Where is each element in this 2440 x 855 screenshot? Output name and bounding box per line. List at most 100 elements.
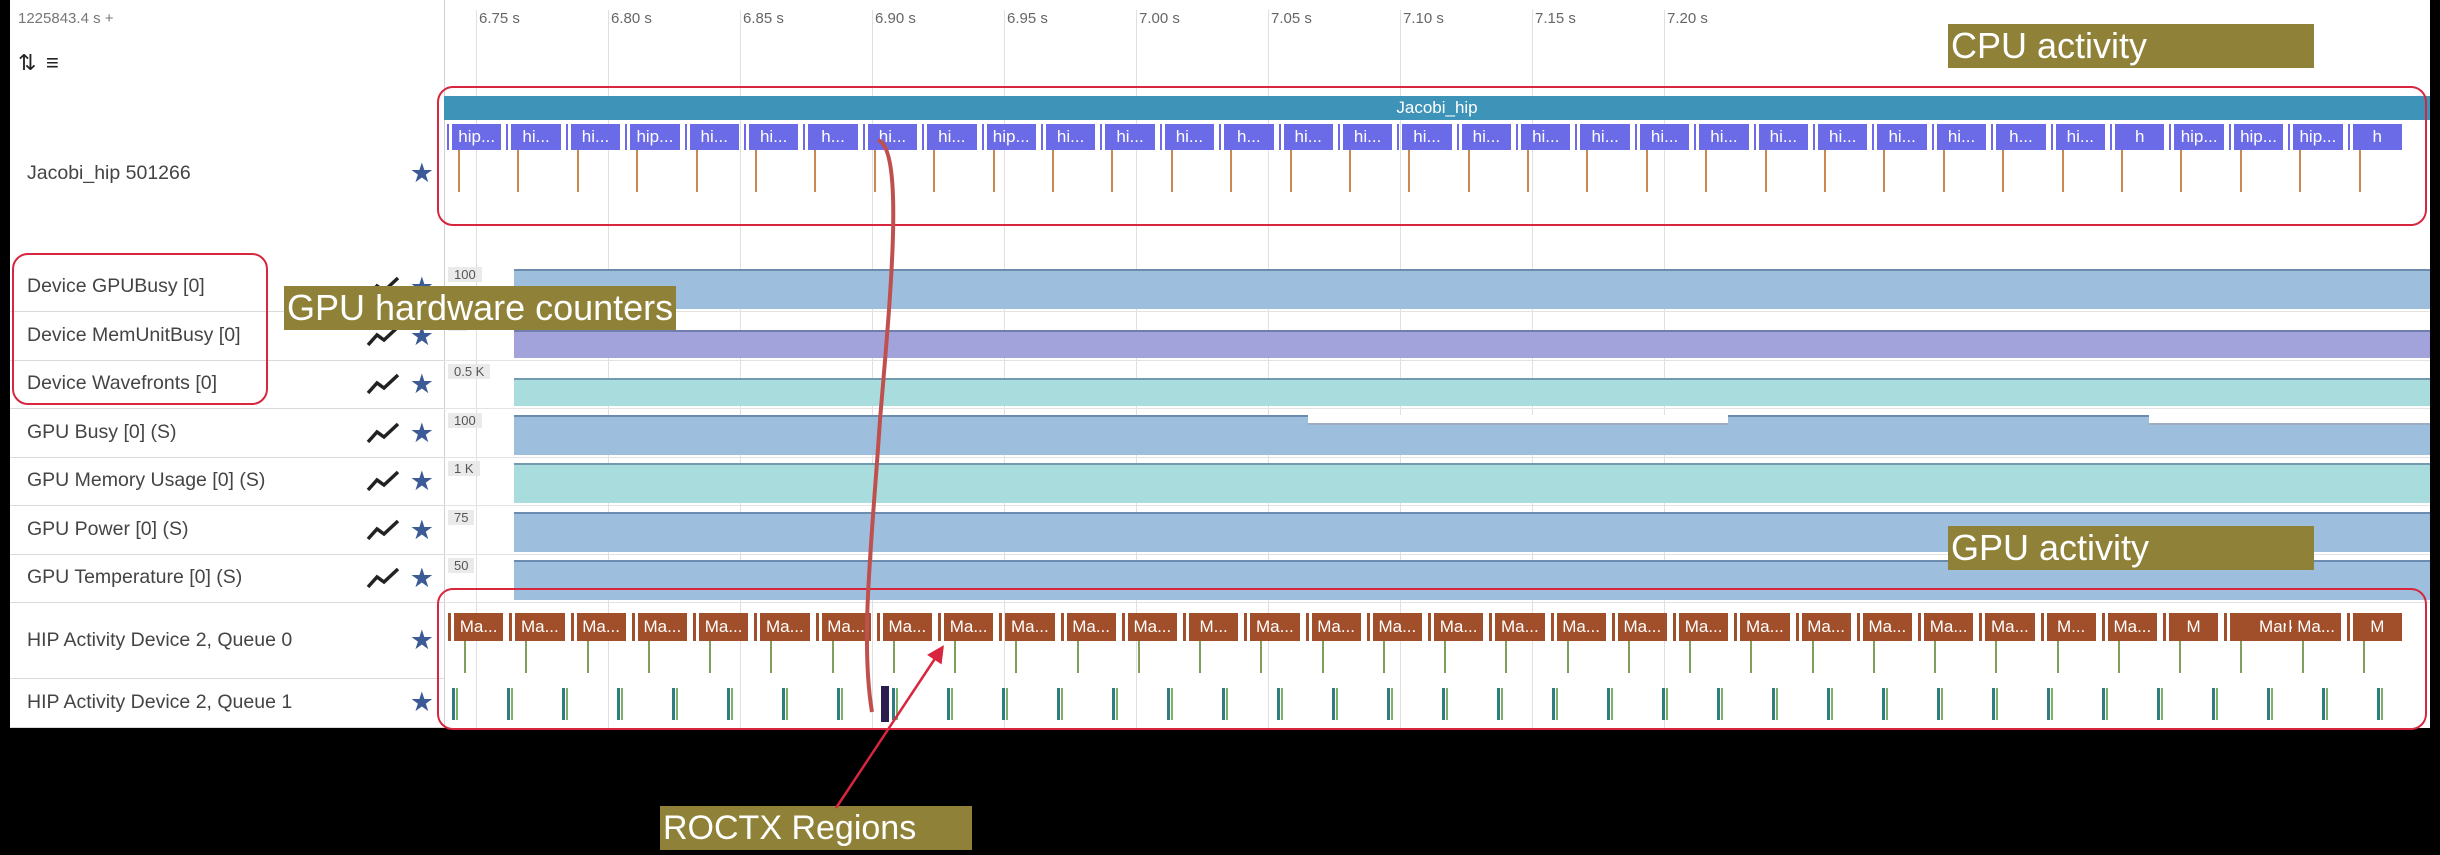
collapse-all-icon[interactable]: ⇅ [18, 50, 37, 75]
counter-track-row[interactable]: GPU Temperature [0] (S) ★ [10, 554, 444, 603]
gpu-sub-slice[interactable] [1137, 641, 1140, 673]
gpu-thin-slice[interactable] [2040, 613, 2044, 641]
cpu-thin-slice[interactable] [1991, 124, 1994, 150]
dispatch-mark[interactable] [892, 688, 895, 720]
gpu-slice[interactable]: Ma... [1740, 613, 1790, 641]
counter-track-row[interactable]: GPU Busy [0] (S) ★ [10, 409, 444, 458]
cpu-thin-slice[interactable] [1813, 124, 1816, 150]
gpu-thin-slice[interactable] [754, 613, 758, 641]
gpu-thin-slice[interactable] [1979, 613, 1983, 641]
dispatch-mark[interactable] [1827, 688, 1830, 720]
track-row-process[interactable]: Jacobi_hip 501266 ★ [10, 90, 444, 260]
gpu-thin-slice[interactable] [876, 613, 880, 641]
cpu-sub-slice[interactable] [2180, 150, 2183, 192]
cpu-slice[interactable]: hi... [1105, 124, 1155, 150]
cpu-sub-slice[interactable] [1051, 150, 1054, 192]
dispatch-mark[interactable] [456, 688, 458, 720]
cpu-thin-slice[interactable] [1040, 124, 1043, 150]
cpu-thin-slice[interactable] [1278, 124, 1281, 150]
dispatch-mark[interactable] [452, 688, 455, 720]
dispatch-mark[interactable] [782, 688, 785, 720]
cpu-slice[interactable]: hi... [1639, 124, 1690, 150]
cpu-sub-slice[interactable] [2299, 150, 2302, 192]
cpu-slice[interactable]: h... [808, 124, 858, 150]
gpu-thin-slice[interactable] [1734, 613, 1738, 641]
cpu-sub-slice[interactable] [1824, 150, 1827, 192]
cpu-thin-slice[interactable] [2228, 124, 2231, 150]
gpu-thin-slice[interactable] [1856, 613, 1860, 641]
dispatch-mark[interactable] [1336, 688, 1338, 720]
gpu-sub-slice[interactable] [525, 641, 528, 673]
gpu-sub-slice[interactable] [954, 641, 956, 673]
gpu-thin-slice[interactable] [1244, 613, 1248, 641]
cpu-sub-slice[interactable] [1467, 150, 1470, 192]
cpu-slice[interactable]: hip... [2233, 124, 2284, 150]
cpu-thin-slice[interactable] [1634, 124, 1637, 150]
gpu-sub-slice[interactable] [1199, 641, 1201, 673]
dispatch-mark[interactable] [2216, 688, 2218, 720]
dispatch-mark[interactable] [1171, 688, 1173, 720]
gpu-sub-slice[interactable] [1689, 641, 1691, 673]
gpu-thin-slice[interactable] [509, 613, 513, 641]
dispatch-mark[interactable] [1662, 688, 1665, 720]
gpu-slice[interactable]: Ma... [637, 613, 687, 641]
gpu-sub-slice[interactable] [464, 641, 466, 673]
dispatch-mark[interactable] [1941, 688, 1943, 720]
gpu-slice[interactable]: Ma... [1495, 613, 1545, 641]
line-chart-icon[interactable] [366, 518, 400, 542]
cpu-thin-slice[interactable] [2169, 124, 2172, 150]
cpu-sub-slice[interactable] [1408, 150, 1411, 192]
gpu-sub-slice[interactable] [1382, 641, 1385, 673]
cpu-slice[interactable]: hi... [1283, 124, 1333, 150]
dispatch-mark[interactable] [676, 688, 678, 720]
cpu-thin-slice[interactable] [922, 124, 925, 150]
dispatch-mark[interactable] [566, 688, 568, 720]
cpu-thin-slice[interactable] [1337, 124, 1340, 150]
gpu-sub-slice[interactable] [2362, 641, 2365, 673]
dispatch-mark[interactable] [1277, 688, 1280, 720]
dispatch-mark[interactable] [951, 688, 953, 720]
line-chart-icon[interactable] [366, 469, 400, 493]
gpu-slice[interactable]: Ma... [576, 613, 626, 641]
counter-chart[interactable]: 100 [444, 409, 2430, 458]
cpu-slice[interactable]: hi... [1045, 124, 1096, 150]
gpu-thin-slice[interactable] [2163, 613, 2166, 641]
cpu-thin-slice[interactable] [684, 124, 687, 150]
cpu-sub-slice[interactable] [1645, 150, 1648, 192]
dispatch-mark[interactable] [1666, 688, 1668, 720]
pin-star-icon[interactable]: ★ [409, 625, 434, 655]
pin-star-icon[interactable]: ★ [409, 687, 434, 717]
dispatch-mark[interactable] [1222, 688, 1225, 720]
cpu-slice[interactable]: hip... [2174, 124, 2224, 150]
cpu-thin-slice[interactable] [1397, 124, 1400, 150]
cpu-thin-slice[interactable] [2050, 124, 2053, 150]
dispatch-mark[interactable] [1831, 688, 1833, 720]
gpu-thin-slice[interactable] [1795, 613, 1799, 641]
cpu-slice[interactable]: hi... [1818, 124, 1868, 150]
pin-star-icon[interactable]: ★ [409, 466, 434, 496]
gpu-thin-slice[interactable] [2285, 613, 2289, 641]
cpu-thin-slice[interactable] [1694, 124, 1697, 150]
dispatch-mark[interactable] [1556, 688, 1558, 720]
cpu-sub-slice[interactable] [814, 150, 817, 192]
pin-star-icon[interactable]: ★ [409, 514, 434, 545]
gpu-slice[interactable]: M... [2046, 613, 2096, 641]
dispatch-mark[interactable] [731, 688, 733, 720]
cpu-slice[interactable]: h... [1224, 124, 1274, 150]
cpu-thin-slice[interactable] [981, 124, 984, 150]
cpu-thin-slice[interactable] [1219, 124, 1222, 150]
dispatch-mark[interactable] [1446, 688, 1448, 720]
cpu-slice[interactable]: hi... [1461, 124, 1512, 150]
cpu-thin-slice[interactable] [803, 124, 806, 150]
cpu-sub-slice[interactable] [2239, 150, 2242, 192]
cpu-thin-slice[interactable] [1516, 124, 1519, 150]
pin-star-icon[interactable]: ★ [409, 417, 434, 448]
cpu-slice[interactable]: hi... [2055, 124, 2106, 150]
gpu-sub-slice[interactable] [1566, 641, 1569, 673]
cpu-sub-slice[interactable] [1111, 150, 1114, 192]
gpu-sub-slice[interactable] [1015, 641, 1018, 673]
line-chart-icon[interactable] [366, 324, 400, 348]
dispatch-mark[interactable] [2047, 688, 2050, 720]
dispatch-mark[interactable] [727, 688, 730, 720]
counter-track-row[interactable]: Device Wavefronts [0] ★ [10, 360, 444, 409]
